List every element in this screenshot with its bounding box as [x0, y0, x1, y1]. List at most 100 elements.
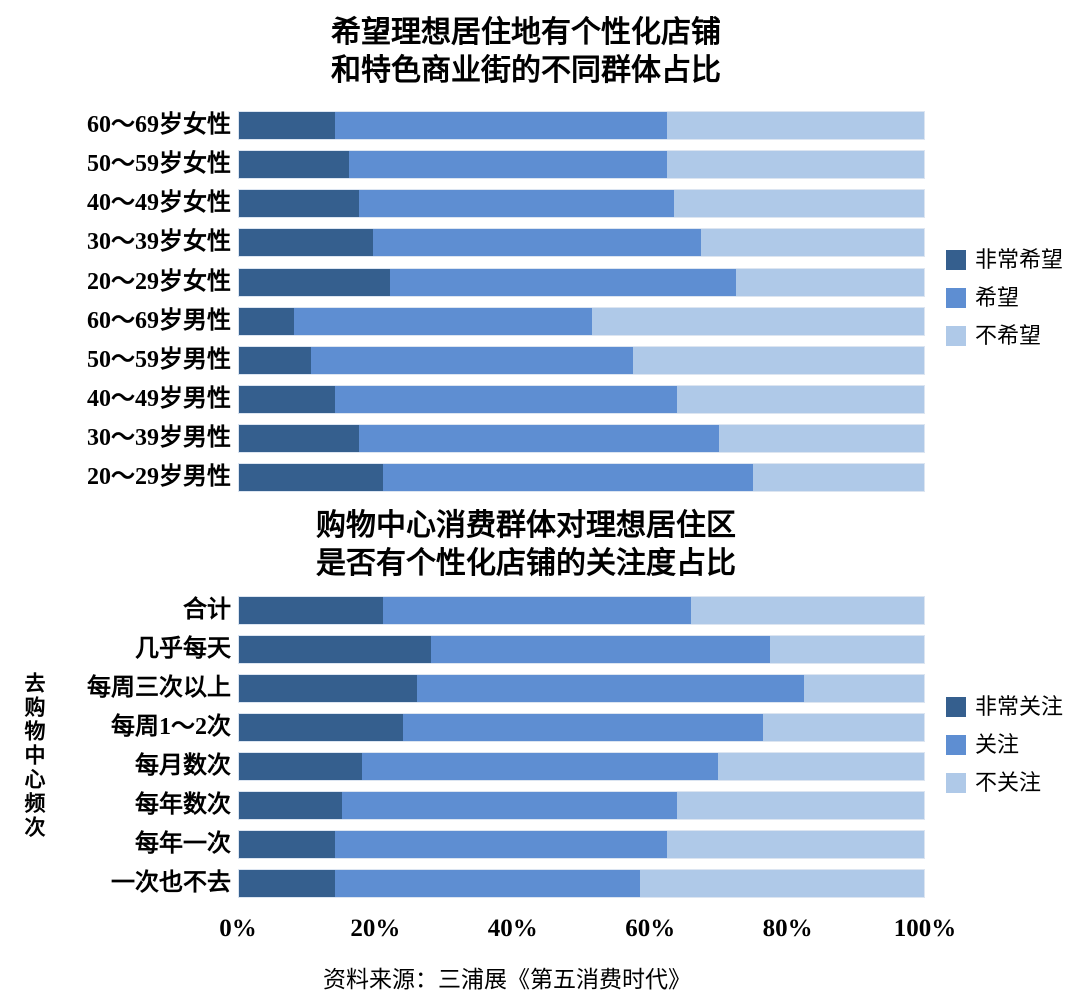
legend-label: 非常希望 [975, 247, 1064, 272]
source-note: 资料来源：三浦展《第五消费时代》 [323, 967, 691, 992]
bar-segment-希望 [334, 112, 668, 139]
legend-item-关注: 关注 [946, 732, 1063, 757]
bar-segment-非常关注 [239, 714, 404, 741]
stacked-bar-1-4 [238, 268, 925, 297]
category-label-2-6: 每年一次 [135, 831, 231, 857]
legend-item-不希望: 不希望 [946, 325, 1063, 347]
bar-segment-希望 [372, 229, 702, 256]
category-label-1-7: 40～49岁男性 [87, 386, 231, 412]
category-label-1-6: 50～59岁男性 [87, 347, 231, 373]
x-tick-label-20%: 20% [350, 915, 401, 942]
stacked-bar-2-1 [238, 635, 925, 664]
bar-segment-不希望 [667, 112, 924, 139]
category-label-2-4: 每月数次 [135, 753, 231, 779]
bar-segment-不关注 [769, 636, 924, 663]
x-tick-label-0%: 0% [219, 915, 257, 942]
bar-segment-希望 [389, 269, 736, 296]
legend-label: 非常关注 [975, 694, 1064, 719]
stacked-bar-1-8 [238, 424, 925, 453]
chart2-legend: 非常关注 关注 不关注 [946, 694, 1064, 811]
legend-swatch-icon [946, 773, 966, 793]
legend-swatch-icon [946, 250, 966, 270]
bar-segment-希望 [334, 386, 678, 413]
category-label-1-0: 60～69岁女性 [87, 112, 231, 138]
bar-segment-非常希望 [239, 269, 390, 296]
category-label-1-2: 40～49岁女性 [87, 190, 231, 216]
category-label-2-5: 每年数次 [135, 792, 231, 818]
chart2-title: 购物中心消费群体对理想居住区 是否有个性化店铺的关注度占比 [0, 507, 1052, 583]
bar-segment-不希望 [701, 229, 924, 256]
bar-segment-关注 [334, 831, 668, 858]
category-label-2-3: 每周1～2次 [111, 714, 231, 740]
bar-segment-关注 [341, 792, 678, 819]
category-label-1-3: 30～39岁女性 [87, 229, 231, 255]
x-tick-label-40%: 40% [487, 915, 538, 942]
bar-segment-不关注 [691, 597, 924, 624]
bar-segment-不希望 [667, 151, 924, 178]
stacked-bar-2-6 [238, 830, 925, 859]
bar-segment-不希望 [632, 347, 924, 374]
chart1-title-line1: 希望理想居住地有个性化店铺 [331, 16, 721, 49]
bar-segment-希望 [293, 308, 592, 335]
stacked-bar-1-6 [238, 346, 925, 375]
bar-segment-关注 [362, 753, 719, 780]
bar-segment-希望 [382, 464, 753, 491]
stacked-bar-2-7 [238, 869, 925, 898]
chart1-title: 希望理想居住地有个性化店铺 和特色商业街的不同群体占比 [0, 14, 1052, 90]
bar-segment-非常希望 [239, 190, 359, 217]
category-label-2-1: 几乎每天 [135, 636, 231, 662]
bar-segment-非常希望 [239, 425, 359, 452]
bar-segment-不关注 [677, 792, 924, 819]
category-label-1-4: 20～29岁女性 [87, 269, 231, 295]
bar-segment-非常希望 [239, 151, 349, 178]
legend-swatch-icon [946, 697, 966, 717]
stacked-bar-1-0 [238, 111, 925, 140]
bar-segment-不希望 [718, 425, 924, 452]
bar-segment-关注 [430, 636, 770, 663]
category-label-1-8: 30～39岁男性 [87, 425, 231, 451]
bar-segment-不希望 [735, 269, 924, 296]
bar-segment-不希望 [591, 308, 924, 335]
chart2-title-line1: 购物中心消费群体对理想居住区 [316, 509, 736, 542]
legend-label: 希望 [975, 285, 1020, 310]
bar-segment-关注 [417, 675, 805, 702]
stacked-bar-1-5 [238, 307, 925, 336]
bar-segment-非常希望 [239, 347, 311, 374]
x-tick-label-80%: 80% [762, 915, 813, 942]
category-label-2-7: 一次也不去 [111, 870, 231, 896]
bar-segment-希望 [310, 347, 633, 374]
bar-segment-非常关注 [239, 675, 418, 702]
chart2-title-line2: 是否有个性化店铺的关注度占比 [316, 547, 736, 580]
stacked-bar-2-2 [238, 674, 925, 703]
bar-segment-不希望 [673, 190, 924, 217]
bar-segment-不关注 [718, 753, 924, 780]
chart1-legend: 非常希望希望不希望 [946, 247, 1064, 364]
bar-segment-希望 [348, 151, 668, 178]
stacked-bar-1-2 [238, 189, 925, 218]
bar-segment-不希望 [677, 386, 924, 413]
chart1-title-line2: 和特色商业街的不同群体占比 [331, 54, 721, 87]
bar-segment-关注 [334, 870, 640, 897]
legend-swatch-icon [946, 735, 966, 755]
legend-label: 关注 [975, 732, 1020, 757]
bar-segment-非常关注 [239, 870, 335, 897]
bar-segment-非常希望 [239, 112, 335, 139]
legend-item-非常关注: 非常关注 [946, 694, 1064, 719]
stacked-bar-1-3 [238, 228, 925, 257]
stacked-bar-2-5 [238, 791, 925, 820]
category-label-1-5: 60～69岁男性 [87, 308, 231, 334]
chart2-y-axis-title: 去购物中心频次 [22, 672, 46, 840]
stacked-bar-2-4 [238, 752, 925, 781]
bar-segment-非常关注 [239, 831, 335, 858]
stacked-bar-1-1 [238, 150, 925, 179]
bar-segment-非常关注 [239, 792, 342, 819]
x-tick-label-60%: 60% [625, 915, 676, 942]
x-tick-label-100%: 100% [893, 915, 957, 942]
bar-segment-不关注 [763, 714, 924, 741]
stacked-bar-2-3 [238, 713, 925, 742]
legend-item-希望: 希望 [946, 285, 1063, 310]
bar-segment-不关注 [667, 831, 924, 858]
chart2-x-axis: 0% 20% 40% 60% 80% 100% [219, 911, 956, 947]
bar-segment-非常关注 [239, 636, 431, 663]
